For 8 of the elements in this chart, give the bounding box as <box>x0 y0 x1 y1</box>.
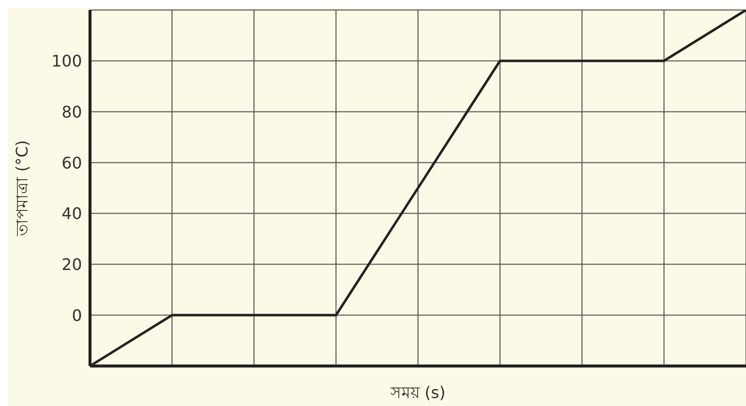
y-axis-title: তাপমাত্রা (°C) <box>12 140 32 237</box>
y-tick-label: 80 <box>62 102 82 122</box>
y-tick-label: 40 <box>62 204 82 224</box>
y-tick-label: 60 <box>62 153 82 172</box>
y-tick-label: 20 <box>62 254 82 274</box>
y-tick-label: 100 <box>51 52 82 71</box>
x-axis-title: সময় (s) <box>390 383 446 402</box>
y-tick-label: 0 <box>72 306 82 325</box>
